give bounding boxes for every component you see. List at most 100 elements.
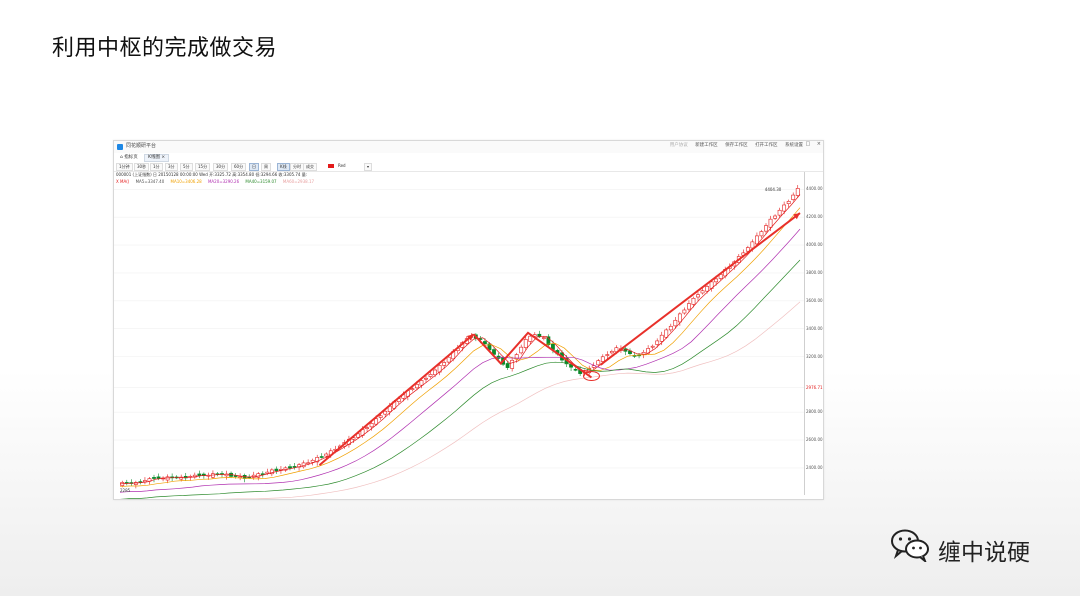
brand-name: 缠中说硬 [938,540,1030,566]
period-button-day[interactable]: 日 [249,163,259,171]
period-button[interactable]: 30秒 [134,163,150,171]
trend-arrow-line [318,333,475,466]
candle-body [446,356,451,363]
period-button[interactable]: 60分 [231,163,247,171]
close-icon[interactable]: × [816,141,821,147]
candle-body [745,247,750,252]
candle-body [319,456,324,458]
candle-body [682,309,687,314]
open-workspace-link[interactable]: 打开工作区 [755,143,778,148]
price-tick-label: 4000.00 [806,242,823,248]
price-tick-label: 2600.00 [806,437,823,443]
slide-title: 利用中枢的完成做交易 [52,36,278,61]
new-workspace-link[interactable]: 新建工作区 [695,143,718,148]
candle-body [650,345,655,348]
color-label: Red [338,163,346,168]
candle-body [609,351,614,354]
price-tick-label: 4400.00 [806,186,823,192]
candle-body [668,325,673,331]
candle-body [605,354,610,356]
candle-body [687,303,691,310]
candle-body [600,356,605,362]
agreement-link[interactable]: 用户协议 [669,143,688,148]
candle-body [537,333,542,337]
candle-body [269,469,274,475]
candle-body [541,337,546,339]
candle-body [519,346,524,354]
candle-body [133,482,138,485]
candle-body [156,476,161,479]
price-tick-label: 3400.00 [806,325,823,331]
price-axis [804,172,805,495]
candle-body [315,457,320,463]
period-button[interactable]: 5分 [180,163,193,171]
candle-body [274,468,279,472]
candle-body [705,286,709,292]
period-button[interactable]: 15分 [195,163,211,171]
candle-body [514,354,519,360]
candle-body [369,423,374,428]
candle-body [410,388,415,390]
tab-kline[interactable]: K线图 × [144,154,170,162]
candle-body [324,453,329,457]
price-tick-label: 3800.00 [806,269,823,275]
candle-body [691,297,696,305]
candle-body [768,218,773,228]
candle-body [777,209,782,216]
candle-body [433,369,437,376]
period-button[interactable]: 周 [261,163,271,171]
period-button[interactable]: 30分 [213,163,229,171]
save-workspace-link[interactable]: 保存工作区 [725,143,748,148]
settings-link[interactable]: 系统设置 [785,143,803,148]
candle-body [795,188,800,196]
price-tick-label: 2400.00 [806,464,823,470]
high-annotation: 4404.30 [765,187,782,192]
candle-body [664,329,669,338]
candle-body [365,427,369,429]
moving-average-line [119,194,801,485]
candle-body [378,415,383,418]
maximize-icon[interactable]: □ [805,141,811,147]
price-tick-label: 3600.00 [806,297,823,303]
candle-body [306,462,311,465]
candle-body [428,374,433,377]
candle-body [292,466,297,468]
candle-body [383,410,388,415]
candle-body [179,476,184,480]
candle-body [659,334,664,342]
candle-body [165,476,170,481]
period-button[interactable]: 1分钟 [116,163,133,171]
candle-body [419,380,424,386]
candle-body [700,290,705,294]
zigzag-line [472,331,593,379]
candle-body [786,201,791,205]
minimize-icon[interactable]: – [796,141,799,147]
ma20-value: MA20=3290.26 [207,179,240,184]
candle-body [238,476,243,478]
candle-body [573,369,578,371]
candle-body [483,341,487,345]
price-tick-label: 2800.00 [806,409,823,415]
ma10-value: MA10=3406.28 [170,179,202,184]
wechat-icon [891,529,929,562]
low-annotation: 2285 [120,488,131,493]
candle-body [442,362,447,366]
tab-index[interactable]: ⌂ 指标页 [120,155,138,160]
chart-type-volume[interactable]: 成交 [303,163,317,171]
candle-body [374,418,379,425]
chart-type-kline[interactable]: K线 [277,163,290,171]
color-swatch[interactable] [328,164,334,168]
candle-body [356,433,360,438]
period-button[interactable]: 1分 [150,163,163,171]
ma-legend: X MA() MA5=3347.40 MA10=3406.28 MA20=329… [116,179,319,184]
candle-body [596,360,601,366]
color-dropdown-icon[interactable]: ▾ [364,163,373,171]
ma5-value: MA5=3347.40 [135,179,165,184]
kline-chart: 4404.30 2285 [114,185,804,499]
app-logo-icon [117,144,123,150]
candle-body [591,365,596,368]
moving-average-line [119,207,801,488]
period-button[interactable]: 3分 [165,163,178,171]
price-tick-label: 4200.00 [806,214,823,220]
moving-average-line [218,301,801,499]
